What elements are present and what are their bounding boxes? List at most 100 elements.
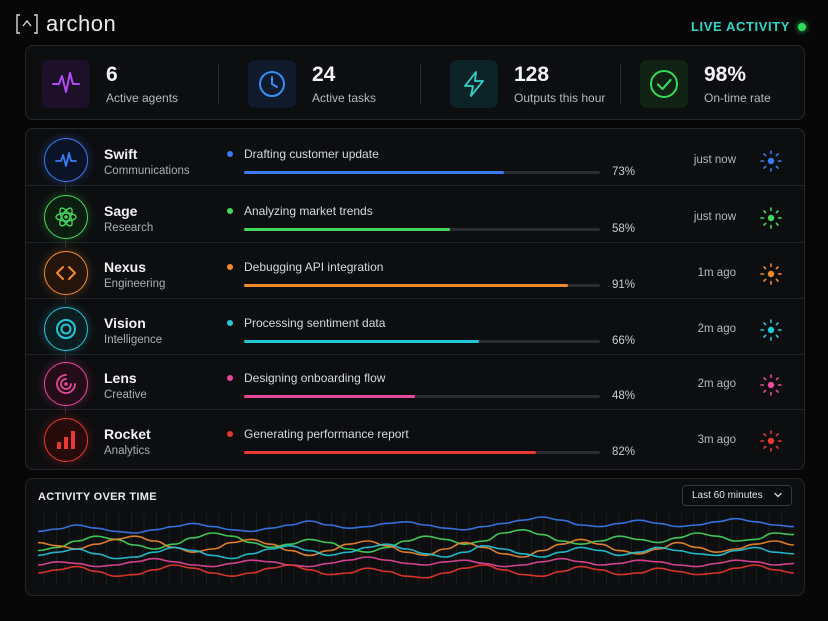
stat-value: 98% [704, 63, 747, 86]
agent-row-lens[interactable]: Lens Creative Designing onboarding flow … [26, 355, 804, 410]
progress-fill [244, 395, 415, 398]
last-updated: 2m ago [697, 323, 736, 335]
agent-name: Swift [104, 146, 138, 162]
activity-spark-icon[interactable] [760, 430, 782, 452]
progress-fill [244, 451, 536, 454]
app-name: archon [46, 11, 117, 36]
agent-row-swift[interactable]: Swift Communications Drafting customer u… [26, 131, 804, 186]
series-line-3 [38, 543, 794, 560]
last-updated: just now [693, 211, 736, 223]
agent-name: Rocket [104, 426, 151, 442]
live-status-dot [798, 22, 806, 31]
connector-line [65, 347, 66, 359]
stat-value: 24 [312, 63, 336, 86]
check-circle-icon [640, 60, 688, 108]
task-status-dot [227, 208, 233, 214]
atom-icon [44, 195, 88, 239]
progress-bar [244, 340, 600, 343]
progress-bar [244, 228, 600, 231]
progress-percent: 66% [612, 335, 636, 347]
stat-value: 128 [514, 63, 550, 86]
series-line-2 [38, 535, 794, 558]
live-activity-indicator[interactable]: LIVE ACTIVITY [691, 19, 806, 34]
bar-chart-icon [44, 418, 88, 462]
archon-logo-icon [16, 14, 38, 34]
task-status-dot [227, 431, 233, 437]
agent-row-vision[interactable]: Vision Intelligence Processing sentiment… [26, 300, 804, 355]
series-line-5 [38, 564, 794, 579]
connector-line [65, 180, 66, 192]
progress-fill [244, 340, 479, 343]
agent-name: Nexus [104, 259, 147, 275]
progress-fill [244, 284, 568, 287]
time-range-label: Last 60 minutes [692, 490, 763, 501]
activity-panel: ACTIVITY OVER TIME Last 60 minutes [25, 478, 805, 596]
stat-on-time-rate: 98% On-time rate [640, 60, 771, 108]
stat-active-agents: 6 Active agents [42, 60, 178, 108]
live-activity-label: LIVE ACTIVITY [690, 19, 790, 34]
stat-outputs-hour: 128 Outputs this hour [450, 60, 605, 108]
task-status-dot [227, 320, 233, 326]
last-updated: 2m ago [697, 378, 736, 390]
lightning-icon [450, 60, 498, 108]
progress-bar [244, 395, 600, 398]
progress-bar [244, 171, 600, 174]
divider [420, 64, 421, 104]
series-line-1 [38, 528, 794, 554]
activity-spark-icon[interactable] [760, 374, 782, 396]
agent-row-nexus[interactable]: Nexus Engineering Debugging API integrat… [26, 244, 804, 299]
task-status-dot [227, 151, 233, 157]
task-status-dot [227, 375, 233, 381]
agent-task: Analyzing market trends [244, 204, 373, 218]
agent-role: Intelligence [104, 334, 163, 346]
brand-logo[interactable]: archon [16, 11, 116, 37]
agent-row-rocket[interactable]: Rocket Analytics Generating performance … [26, 411, 804, 466]
agent-role: Analytics [104, 445, 151, 457]
progress-bar [244, 284, 600, 287]
agent-role: Creative [104, 389, 147, 401]
stat-value: 6 [106, 63, 118, 86]
progress-percent: 73% [612, 166, 636, 178]
app-header: archon LIVE ACTIVITY [16, 10, 806, 38]
agent-name: Sage [104, 203, 138, 219]
spiral-icon [44, 362, 88, 406]
waveform-icon [42, 60, 90, 108]
agent-role: Communications [104, 165, 190, 177]
agent-task: Debugging API integration [244, 260, 384, 274]
activity-line-chart [38, 513, 794, 585]
progress-percent: 82% [612, 446, 636, 458]
activity-spark-icon[interactable] [760, 263, 782, 285]
target-icon [44, 307, 88, 351]
chevron-down-icon [774, 492, 782, 498]
agent-task: Generating performance report [244, 427, 409, 441]
connector-line [65, 402, 66, 414]
agent-name: Lens [104, 370, 137, 386]
code-icon [44, 251, 88, 295]
activity-spark-icon[interactable] [760, 207, 782, 229]
agent-task: Designing onboarding flow [244, 371, 386, 385]
agent-task: Processing sentiment data [244, 316, 386, 330]
agent-name: Vision [104, 315, 146, 331]
last-updated: 1m ago [697, 267, 736, 279]
last-updated: 3m ago [697, 434, 736, 446]
progress-percent: 48% [612, 390, 636, 402]
clock-icon [248, 60, 296, 108]
series-line-0 [38, 516, 794, 534]
task-status-dot [227, 264, 233, 270]
pulse-icon [44, 138, 88, 182]
progress-percent: 58% [612, 223, 636, 235]
stat-label: Active tasks [312, 91, 377, 105]
agent-row-sage[interactable]: Sage Research Analyzing market trends 58… [26, 188, 804, 243]
agent-role: Research [104, 222, 154, 234]
agent-role: Engineering [104, 278, 166, 290]
time-range-select[interactable]: Last 60 minutes [682, 485, 792, 506]
activity-spark-icon[interactable] [760, 319, 782, 341]
stat-label: On-time rate [704, 91, 771, 105]
activity-title: ACTIVITY OVER TIME [38, 491, 157, 503]
activity-spark-icon[interactable] [760, 150, 782, 172]
stat-active-tasks: 24 Active tasks [248, 60, 376, 108]
divider [620, 64, 621, 104]
agent-task: Drafting customer update [244, 147, 379, 161]
progress-bar [244, 451, 600, 454]
progress-percent: 91% [612, 279, 636, 291]
